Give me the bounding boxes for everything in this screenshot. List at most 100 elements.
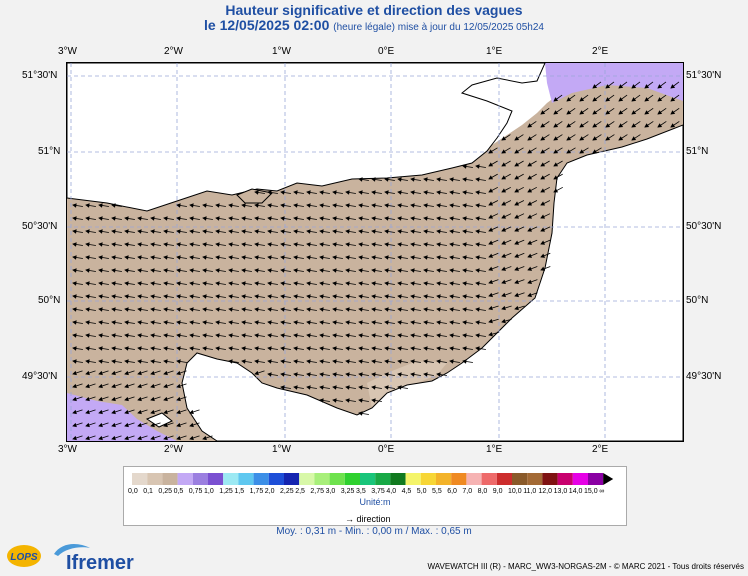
wave-direction-arrows <box>72 81 680 441</box>
direction-arrowhead <box>319 242 324 247</box>
direction-arrowhead <box>215 255 220 260</box>
legend-value: 11,0 <box>523 488 537 495</box>
direction-arrowhead <box>514 136 520 141</box>
direction-arrowhead <box>176 359 181 364</box>
direction-arrowhead <box>202 242 207 247</box>
direction-arrowhead <box>163 281 168 286</box>
direction-arrowhead <box>384 294 389 299</box>
lat-label-left: 51°N <box>38 146 61 157</box>
direction-arrowhead <box>189 203 194 208</box>
direction-arrowhead <box>527 188 533 193</box>
direction-arrowhead <box>280 346 285 351</box>
wave-map[interactable] <box>66 62 684 442</box>
direction-arrowhead <box>163 229 168 234</box>
direction-arrowhead <box>202 307 207 312</box>
direction-arrowhead <box>475 177 480 182</box>
direction-arrowhead <box>397 346 402 351</box>
direction-arrowhead <box>410 294 415 299</box>
direction-arrowhead <box>72 359 77 364</box>
direction-arrowhead <box>384 372 389 377</box>
direction-arrowhead <box>423 203 428 208</box>
direction-arrowhead <box>436 307 441 312</box>
direction-arrowhead <box>462 268 467 273</box>
direction-arrowhead <box>501 279 507 284</box>
direction-arrowhead <box>397 242 402 247</box>
direction-arrowhead <box>267 372 272 377</box>
direction-arrowhead <box>150 359 155 364</box>
direction-arrowhead <box>176 203 181 208</box>
direction-arrowhead <box>462 320 467 325</box>
direction-arrowhead <box>98 281 103 286</box>
direction-arrowhead <box>462 242 467 247</box>
lon-label-bottom: 3°W <box>58 444 77 455</box>
direction-arrowhead <box>176 435 181 441</box>
direction-arrowhead <box>293 242 298 247</box>
legend-swatch <box>527 473 543 485</box>
direction-arrowhead <box>111 242 116 247</box>
direction-arrowhead <box>462 281 467 286</box>
direction-arrowhead <box>449 190 454 195</box>
direction-arrowhead <box>384 307 389 312</box>
direction-arrowhead <box>85 307 90 312</box>
direction-arrowhead <box>319 281 324 286</box>
direction-arrowhead <box>358 359 363 364</box>
direction-arrowhead <box>280 216 285 221</box>
direction-arrowhead <box>267 294 272 299</box>
legend-value: 2,25 <box>280 488 294 495</box>
legend-swatch <box>284 473 300 485</box>
direction-arrowhead <box>150 370 155 376</box>
legend-swatch <box>436 473 452 485</box>
direction-arrowhead <box>124 320 129 325</box>
direction-arrowhead <box>98 346 103 351</box>
direction-arrowhead <box>475 320 480 325</box>
direction-arrowhead <box>514 188 520 193</box>
direction-arrowhead <box>319 320 324 325</box>
direction-arrowhead <box>423 307 428 312</box>
direction-arrowhead <box>540 149 546 154</box>
direction-arrowhead <box>202 333 207 338</box>
legend-swatch <box>481 473 497 485</box>
direction-arrowhead <box>163 359 168 364</box>
direction-arrowhead <box>111 294 116 299</box>
direction-arrowhead <box>553 110 559 115</box>
direction-arrowhead <box>137 422 142 428</box>
direction-arrowhead <box>280 190 285 195</box>
direction-arrowhead <box>332 359 337 364</box>
direction-arrowhead <box>150 216 155 221</box>
direction-arrowhead <box>527 201 533 206</box>
legend-value: 13,0 <box>553 488 568 495</box>
direction-arrowhead <box>228 216 233 221</box>
direction-arrowhead <box>150 333 155 338</box>
direction-arrowhead <box>202 216 207 221</box>
direction-arrowhead <box>202 229 207 234</box>
direction-arrowhead <box>475 164 480 169</box>
direction-arrowhead <box>319 398 324 403</box>
direction-arrowhead <box>267 346 272 351</box>
direction-arrowhead <box>358 398 363 403</box>
direction-arrowhead <box>163 320 168 325</box>
direction-arrowhead <box>280 203 285 208</box>
direction-arrowhead <box>241 320 246 325</box>
direction-arrowhead <box>358 203 363 208</box>
graticule <box>67 63 683 441</box>
legend-value: 8,0 <box>477 488 488 495</box>
direction-arrowhead <box>137 242 142 247</box>
legend-value: 0,25 <box>158 488 173 495</box>
direction-arrowhead <box>137 346 142 351</box>
direction-arrowhead <box>72 422 77 428</box>
direction-arrowhead <box>332 333 337 338</box>
direction-arrowhead <box>280 307 285 312</box>
direction-arrowhead <box>579 136 585 141</box>
legend-value: 3,25 <box>340 488 355 495</box>
direction-arrowhead <box>98 333 103 338</box>
direction-arrowhead <box>501 188 507 193</box>
direction-arrowhead <box>254 320 259 325</box>
direction-arrowhead <box>176 229 181 234</box>
direction-arrowhead <box>72 333 77 338</box>
legend-value: 1,25 <box>219 488 233 495</box>
direction-arrowhead <box>293 255 298 260</box>
direction-arrowhead <box>98 320 103 325</box>
legend-swatch <box>496 473 512 485</box>
legend-swatch <box>360 473 376 485</box>
direction-arrowhead <box>85 435 90 441</box>
